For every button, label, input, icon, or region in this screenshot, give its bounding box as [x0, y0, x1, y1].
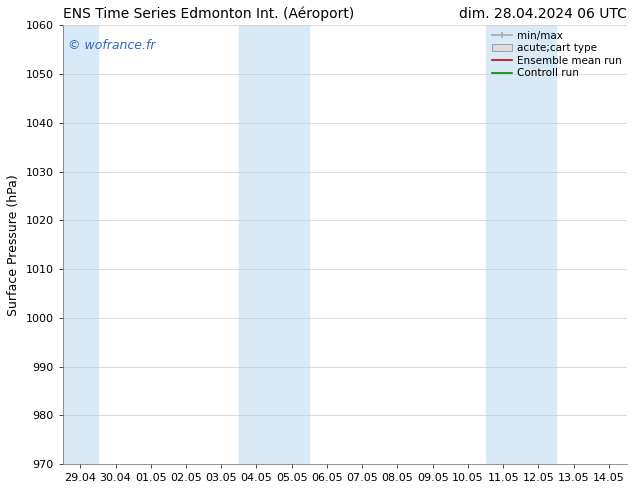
- Bar: [239, 25, 309, 464]
- Bar: [63, 25, 98, 464]
- Bar: [486, 25, 556, 464]
- Y-axis label: Surface Pressure (hPa): Surface Pressure (hPa): [7, 174, 20, 316]
- Legend: min/max, acute;cart type, Ensemble mean run, Controll run: min/max, acute;cart type, Ensemble mean …: [489, 28, 623, 80]
- Text: dim. 28.04.2024 06 UTC: dim. 28.04.2024 06 UTC: [458, 7, 626, 22]
- Text: © wofrance.fr: © wofrance.fr: [68, 39, 156, 51]
- Text: ENS Time Series Edmonton Int. (Aéroport): ENS Time Series Edmonton Int. (Aéroport): [63, 7, 354, 22]
